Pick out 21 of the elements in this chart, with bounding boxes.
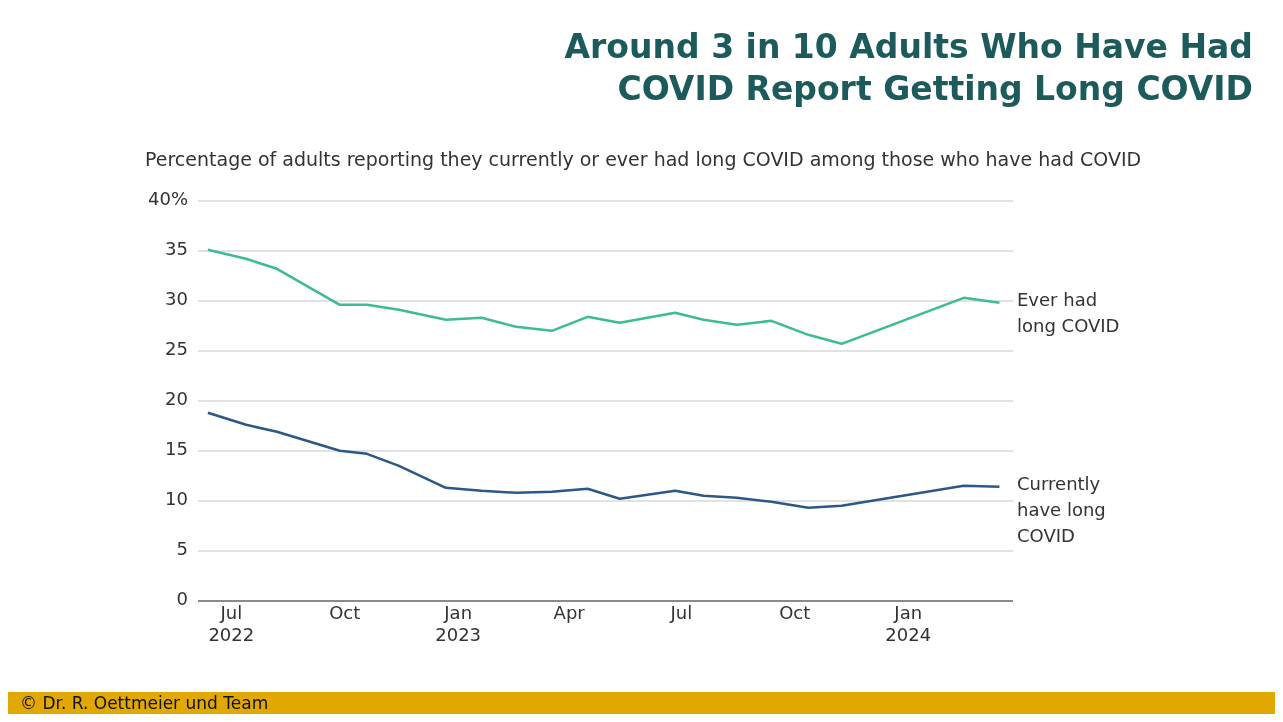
x-tick-label: Oct — [779, 602, 811, 624]
y-tick-label: 0 — [176, 588, 189, 610]
x-tick-label: Jul 2022 — [208, 602, 255, 645]
y-tick-label: 15 — [165, 438, 189, 460]
x-tick-label: Jan 2023 — [435, 602, 482, 645]
y-tick-label: 20 — [165, 388, 189, 410]
x-tick-label: Jul — [669, 602, 693, 624]
series-label: Currently have long COVID — [1017, 473, 1106, 547]
text: © Dr. R. Oettmeier und Team — [20, 693, 269, 713]
x-tick-label: Apr — [553, 602, 586, 624]
y-tick-label: 5 — [176, 538, 189, 560]
chart-title: Around 3 in 10 Adults Who Have Had COVID Report Getting Long COVID — [563, 26, 1253, 110]
chart-subtitle: Percentage of adults reporting they currently or ever had long COVID among those who have had COVID — [145, 148, 1142, 170]
y-tick-label: 30 — [165, 288, 189, 310]
series-label: Ever had long COVID — [1017, 289, 1120, 337]
x-tick-label: Oct — [329, 602, 361, 624]
y-tick-label: 35 — [165, 238, 189, 260]
x-tick-label: Jan 2024 — [885, 602, 932, 645]
y-tick-label: 25 — [165, 338, 189, 360]
y-tick-label: 40% — [147, 188, 189, 210]
y-tick-label: 10 — [165, 488, 189, 510]
